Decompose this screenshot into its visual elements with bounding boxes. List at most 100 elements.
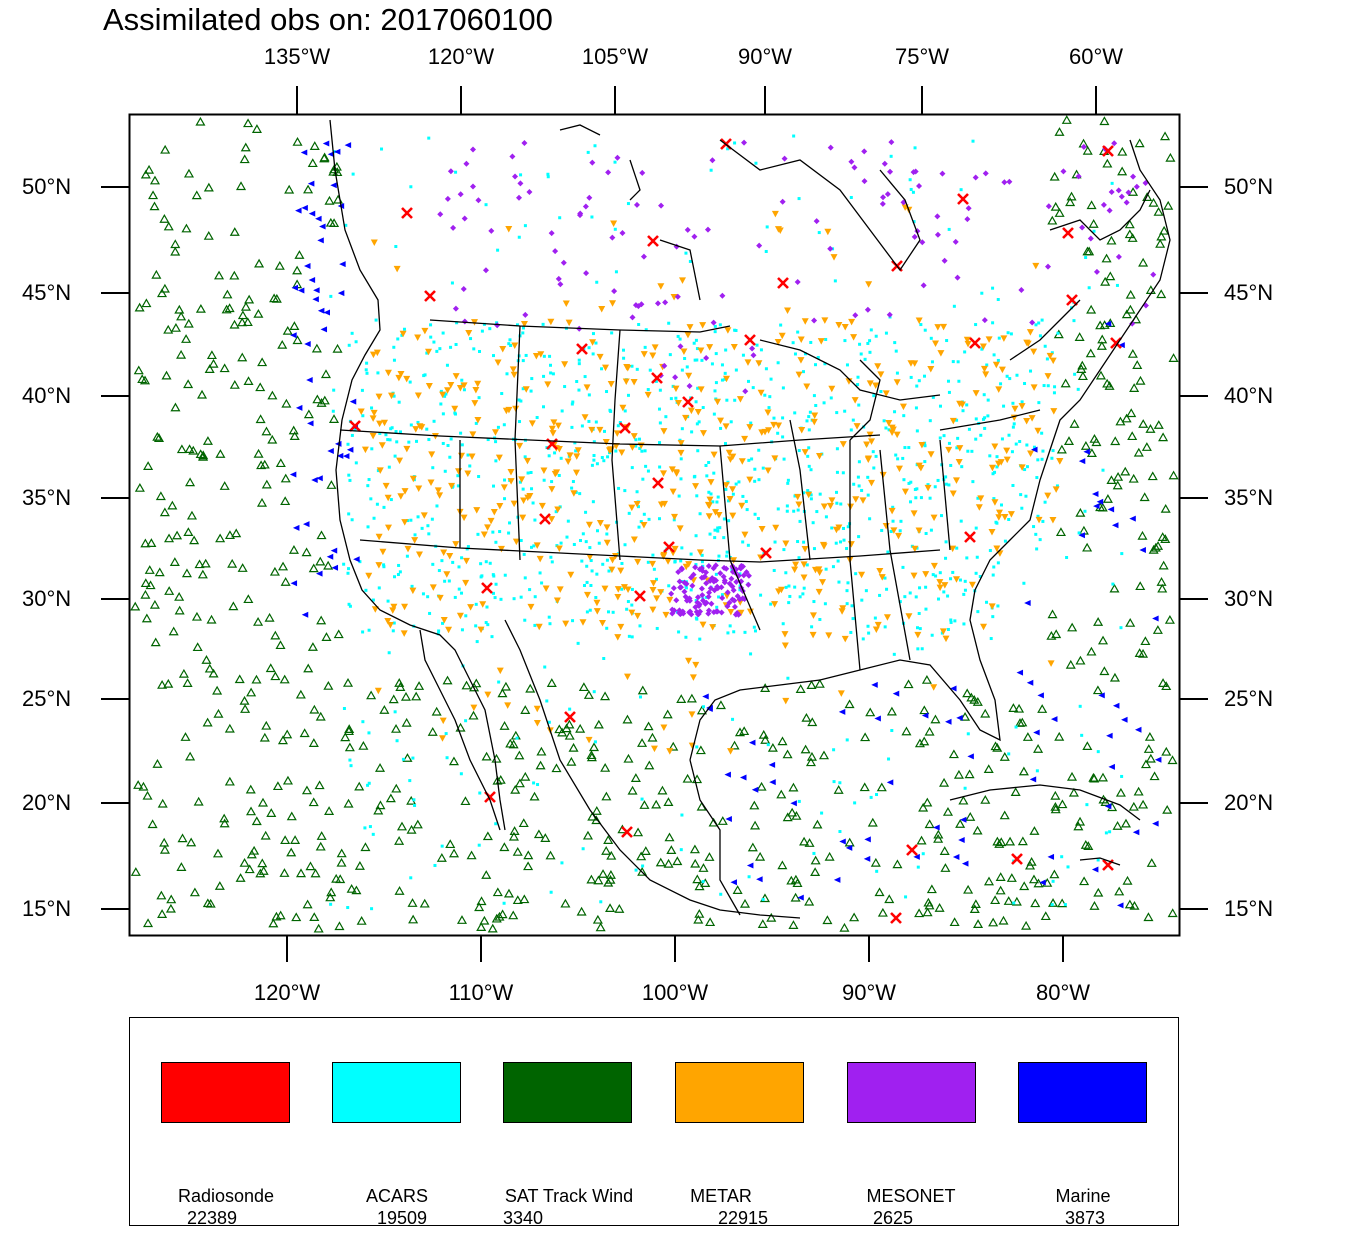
sat-wind-marker	[1141, 442, 1152, 451]
acars-marker	[455, 321, 459, 325]
acars-marker	[718, 526, 722, 530]
mesonet-marker	[488, 227, 495, 234]
acars-marker	[1108, 830, 1112, 834]
mesonet-marker	[733, 578, 740, 585]
acars-marker	[991, 321, 995, 325]
sat-wind-marker	[870, 857, 881, 867]
mesonet-marker	[452, 305, 459, 312]
marine-marker	[297, 287, 305, 294]
marine-marker	[725, 816, 732, 823]
acars-marker	[1038, 538, 1042, 542]
metar-marker	[653, 595, 661, 602]
sat-wind-marker	[812, 819, 823, 829]
sat-wind-marker	[1049, 869, 1060, 879]
top-lon-label: 75°W	[894, 44, 950, 69]
marine-marker	[1047, 853, 1055, 860]
sat-wind-marker	[269, 566, 280, 576]
acars-marker	[1080, 733, 1084, 737]
legend-count: 3340	[502, 1208, 544, 1228]
sat-wind-marker	[219, 363, 230, 373]
acars-marker	[618, 420, 622, 424]
acars-marker	[882, 419, 886, 423]
sat-wind-marker	[324, 195, 335, 205]
sat-wind-marker	[164, 533, 175, 543]
sat-wind-marker	[259, 732, 270, 742]
acars-marker	[1012, 901, 1016, 905]
sat-wind-marker	[1138, 257, 1149, 267]
metar-marker	[397, 370, 405, 378]
acars-marker	[437, 629, 441, 633]
metar-marker	[795, 371, 803, 379]
sat-wind-marker	[663, 858, 674, 868]
acars-marker	[454, 170, 458, 174]
boundary-line	[689, 139, 1171, 761]
sat-wind-marker	[280, 835, 291, 845]
acars-marker	[734, 368, 738, 372]
sat-wind-marker	[1134, 648, 1145, 657]
sat-wind-marker	[662, 709, 673, 719]
acars-marker	[454, 342, 458, 346]
sat-wind-marker	[290, 835, 301, 844]
sat-wind-marker	[164, 586, 175, 595]
acars-marker	[785, 504, 789, 508]
metar-marker	[824, 228, 832, 236]
metar-marker	[939, 628, 947, 635]
acars-marker	[734, 482, 738, 486]
legend-label: METAR	[690, 1186, 752, 1206]
sat-wind-marker	[564, 719, 575, 729]
acars-marker	[824, 337, 828, 341]
acars-marker	[1010, 450, 1014, 454]
metar-marker	[619, 404, 627, 412]
sat-wind-marker	[715, 700, 726, 710]
metar-marker	[1047, 660, 1055, 667]
mesonet-marker	[941, 257, 948, 264]
acars-marker	[727, 519, 731, 523]
sat-wind-marker	[130, 601, 141, 611]
sat-wind-marker	[149, 201, 160, 211]
metar-marker	[730, 344, 738, 351]
mesonet-marker	[964, 216, 971, 223]
mesonet-marker	[463, 160, 470, 167]
acars-marker	[970, 449, 974, 453]
metar-marker	[963, 336, 971, 344]
metar-marker	[835, 524, 843, 531]
sat-wind-marker	[682, 773, 693, 783]
metar-marker	[617, 567, 625, 575]
acars-marker	[889, 530, 893, 534]
metar-marker	[579, 619, 587, 626]
sat-wind-marker	[213, 708, 224, 718]
sat-wind-marker	[969, 904, 980, 914]
acars-marker	[812, 600, 816, 604]
marine-marker	[317, 307, 325, 314]
sat-wind-marker	[536, 746, 547, 756]
acars-marker	[574, 490, 578, 494]
marine-marker	[945, 718, 952, 725]
metar-marker	[561, 361, 569, 368]
acars-marker	[712, 471, 716, 475]
sat-wind-marker	[568, 742, 579, 752]
acars-marker	[937, 597, 941, 601]
acars-marker	[985, 600, 989, 604]
mesonet-marker	[1108, 189, 1115, 196]
sat-wind-marker	[270, 671, 281, 681]
metar-marker	[640, 522, 648, 529]
metar-marker	[911, 360, 919, 367]
sat-wind-marker	[1095, 370, 1106, 380]
sat-wind-marker	[277, 735, 288, 745]
sat-wind-marker	[292, 335, 303, 345]
metar-marker	[400, 630, 408, 637]
metar-marker	[409, 587, 417, 595]
marine-marker	[327, 151, 335, 158]
acars-marker	[723, 377, 727, 381]
sat-wind-marker	[627, 785, 638, 795]
sat-wind-marker	[1086, 646, 1097, 656]
metar-marker	[988, 464, 996, 472]
metar-marker	[710, 451, 718, 459]
mesonet-marker	[582, 203, 589, 210]
sat-wind-marker	[1102, 158, 1113, 168]
acars-marker	[756, 517, 760, 521]
sat-wind-marker	[876, 782, 887, 792]
acars-marker	[480, 574, 484, 578]
legend-swatch	[847, 1062, 976, 1123]
acars-marker	[1078, 704, 1082, 708]
